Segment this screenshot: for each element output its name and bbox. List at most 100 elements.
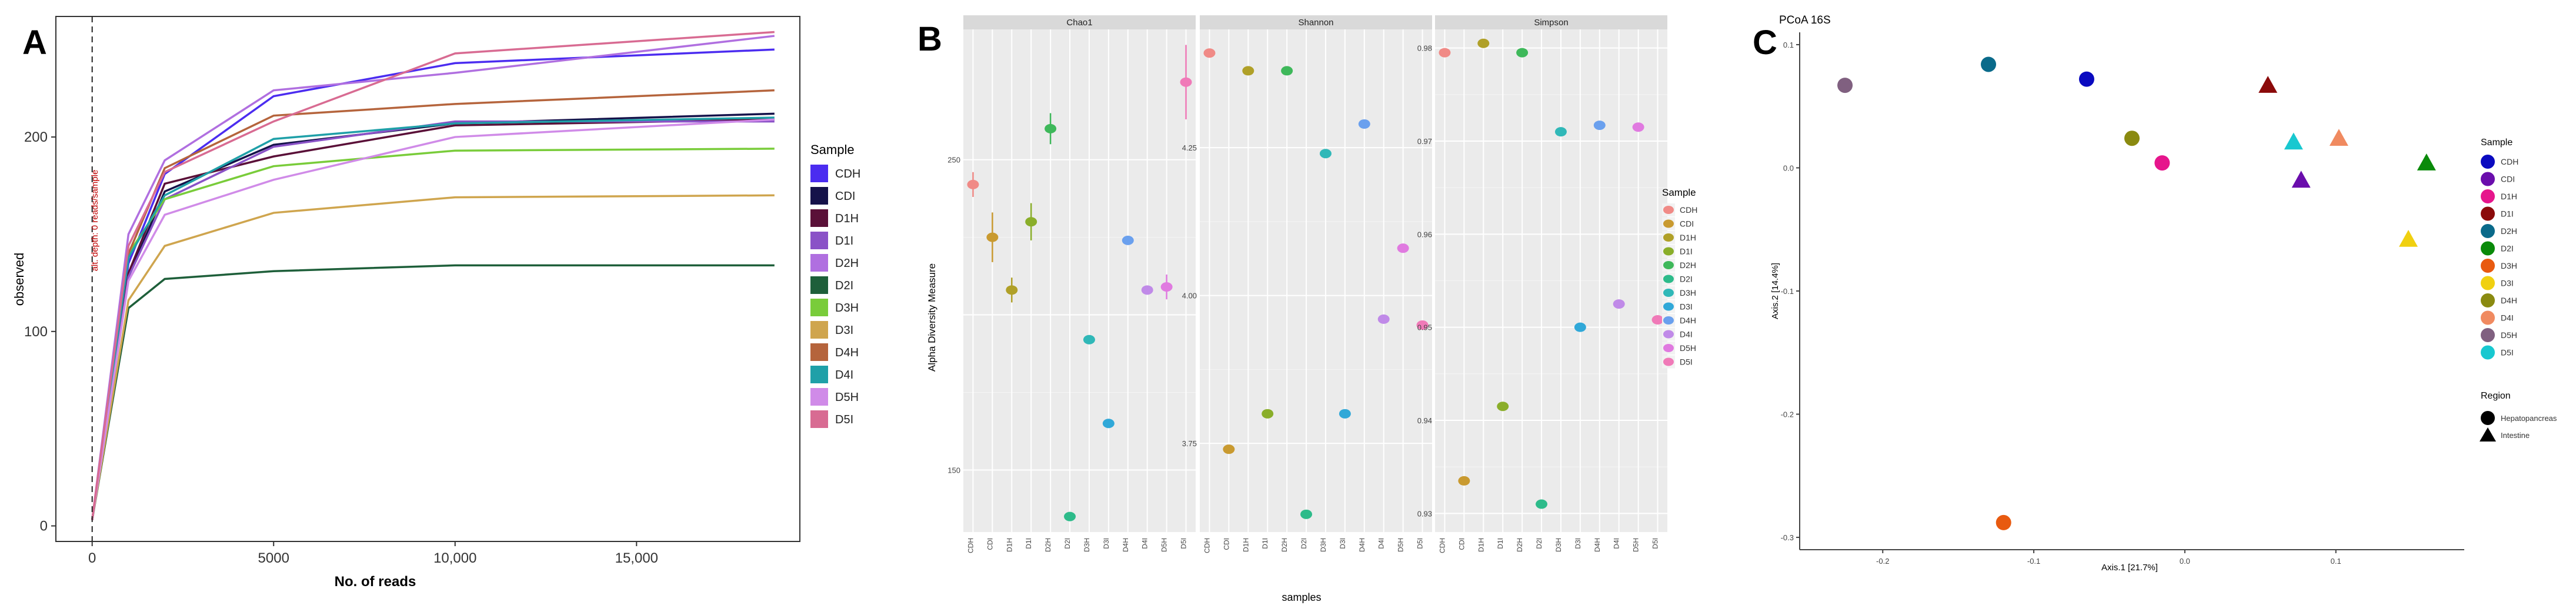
- panel-a-legend-swatch: [810, 165, 828, 182]
- panel-b-point-d1i: [1497, 402, 1509, 412]
- panel-b-x-tick-label: D4I: [1141, 538, 1149, 549]
- panel-b-x-tick-label: D2H: [1044, 538, 1052, 552]
- panel-b-point-cdi: [1458, 476, 1470, 486]
- panel-b-facet-title: Shannon: [1298, 18, 1333, 28]
- panel-b-x-tick-label: CDH: [1203, 538, 1211, 553]
- panel-c-point-d4i: [2329, 129, 2348, 146]
- panel-c-x-tick-label: 0.0: [2180, 557, 2190, 566]
- panel-b-legend-label: D5I: [1680, 357, 1693, 367]
- panel-b-legend-label: D1H: [1680, 233, 1696, 242]
- panel-c-legend-label: D5I: [2501, 348, 2514, 357]
- panel-a-legend-swatch: [810, 187, 828, 205]
- panel-c-y-axis-label: Axis.2 [14.4%]: [1770, 263, 1780, 319]
- panel-b-point-d5h: [1397, 243, 1409, 253]
- panel-b-legend: Sample CDH CDI D1H D1I D2H D2I D3H D3I D4H D4I D5H…: [1662, 187, 1697, 369]
- panel-b-point-d3h: [1319, 149, 1332, 159]
- panel-c-legend-label: CDI: [2501, 175, 2515, 184]
- panel-b-x-tick-label: D3I: [1102, 538, 1110, 549]
- panel-b-point-d1h: [1006, 285, 1018, 295]
- panel-a-legend-label: D2I: [835, 279, 853, 292]
- panel-c-y-tick-label: 0.0: [1783, 163, 1794, 172]
- panel-b-point-d2i: [1064, 511, 1076, 521]
- panel-b-y-tick-label: 0.93: [1417, 509, 1432, 518]
- panel-b-x-tick-label: CDH: [1438, 538, 1446, 553]
- panel-a-legend-label: D3I: [835, 324, 853, 337]
- panel-b-point-d3i: [1102, 419, 1115, 429]
- panel-c-y-tick-label: -0.3: [1781, 533, 1794, 542]
- panel-b-point-d5i: [1416, 320, 1429, 330]
- panel-b-point-d3i: [1574, 322, 1586, 332]
- panel-b-x-tick-label: D1H: [1242, 538, 1250, 552]
- panel-a-series-line-d5i: [91, 31, 775, 520]
- panel-b-legend-dot: [1663, 289, 1674, 297]
- panel-b-x-tick-label: D4H: [1358, 538, 1366, 552]
- panel-b-y-tick-label: 4.00: [1182, 292, 1197, 300]
- panel-c-legend-dot: [2481, 172, 2495, 186]
- panel-b-point-d4h: [1593, 121, 1606, 131]
- panel-b-legend-label: D3H: [1680, 288, 1696, 297]
- panel-b-y-tick-label: 0.97: [1417, 137, 1432, 146]
- panel-b-y-axis-label: Alpha Diversity Measure: [926, 263, 937, 372]
- panel-c-region-label: Hepatopancreas: [2501, 414, 2557, 423]
- panel-a-legend-label: D5I: [835, 413, 853, 426]
- panel-c-y-tick-label: -0.2: [1781, 410, 1794, 419]
- panel-a-x-tick-label: 10,000: [433, 550, 476, 566]
- panel-b-y-tick-label: 4.25: [1182, 143, 1197, 152]
- panel-c-region-triangle-icon: [2480, 427, 2496, 442]
- panel-b-facet-chao1: Chao1 150 250 CDH CDI D1H D1I D2H D2I D3H D3I D4H D4…: [947, 15, 1196, 553]
- panel-b-x-tick-label: D4H: [1593, 538, 1601, 552]
- panel-b-legend-dot: [1663, 219, 1674, 228]
- panel-c-legend-label: D1H: [2501, 192, 2517, 201]
- panel-c-region-label: Intestine: [2501, 431, 2530, 440]
- panel-b-point-d2i: [1300, 509, 1313, 519]
- panel-b-point-d4i: [1613, 299, 1625, 309]
- panel-b-facet-strip: [963, 15, 1196, 29]
- panel-c-legend-dot: [2481, 241, 2495, 256]
- panel-b-x-tick-label: D1I: [1025, 538, 1033, 549]
- panel-b-point-d5h: [1160, 282, 1173, 292]
- panel-c-legend-label: D1I: [2501, 209, 2514, 219]
- panel-b-legend-dot: [1663, 357, 1674, 366]
- panel-c-point-d2i: [2417, 153, 2436, 170]
- panel-b-facet-panel: [963, 29, 1196, 532]
- panel-b-x-tick-label: D3I: [1339, 538, 1347, 549]
- panel-a-legend: Sample CDH CDI D1H D1I D2H D2I D3H D3I D4H D4I D5H…: [810, 142, 860, 428]
- panel-c-legend-dot: [2481, 276, 2495, 290]
- panel-c-legend-dot: [2481, 328, 2495, 342]
- panel-b-x-tick-label: CDI: [1457, 538, 1466, 550]
- panel-b-legend-dot: [1663, 330, 1674, 339]
- panel-b-point-cdh: [1203, 48, 1216, 58]
- panel-b-legend-label: D2I: [1680, 275, 1693, 284]
- panel-b-point-d4h: [1122, 235, 1134, 245]
- panel-b-x-tick-label: CDH: [966, 538, 975, 553]
- panel-c-region-title: Region: [2481, 391, 2511, 401]
- panel-b-x-tick-label: CDI: [986, 538, 994, 550]
- panel-a-plot-area: [55, 16, 800, 542]
- panel-b-point-d1h: [1477, 38, 1490, 48]
- panel-a-legend-label: D2H: [835, 257, 859, 270]
- panel-b-point-d4i: [1141, 285, 1153, 295]
- panel-b-x-tick-label: CDI: [1222, 538, 1230, 550]
- panel-b-x-tick-label: D2H: [1516, 538, 1524, 552]
- panel-a-legend-label: D3H: [835, 302, 859, 315]
- panel-b-point-d1i: [1262, 409, 1274, 419]
- panel-c-point-d5h: [1837, 78, 1853, 93]
- panel-b-y-tick-label: 0.98: [1417, 44, 1432, 53]
- panel-a-rarefaction-annotation: alt. depth: 0 reads/sample: [90, 170, 100, 272]
- panel-b-x-tick-label: D3H: [1319, 538, 1327, 552]
- panel-b-point-d3i: [1339, 409, 1351, 419]
- panel-a-legend-swatch: [810, 388, 828, 406]
- panel-c-x-tick-label: -0.2: [1876, 557, 1889, 566]
- panel-a-series-line-d2h: [91, 35, 775, 520]
- panel-a-legend-label: D1I: [835, 235, 853, 248]
- panel-a-legend-swatch: [810, 209, 828, 227]
- panel-b-x-tick-label: D1H: [1477, 538, 1485, 552]
- panel-b-x-tick-label: D5I: [1416, 538, 1424, 549]
- panel-a-series-line-d2i: [91, 264, 775, 520]
- panel-b-facet-shannon: Shannon 3.75 4.00 4.25 CDH CDI D1H D1I D2H D2I D3H…: [1182, 15, 1432, 553]
- panel-c-legend-dot: [2481, 310, 2495, 325]
- panel-a-legend-swatch: [810, 343, 828, 361]
- panel-b-alpha-diversity-chart: B Chao1 150 250 CDH CDI D1H D1I D2H D2I D3H D3I D4H…: [917, 15, 1697, 603]
- panel-b-y-tick-label: 0.95: [1417, 323, 1432, 332]
